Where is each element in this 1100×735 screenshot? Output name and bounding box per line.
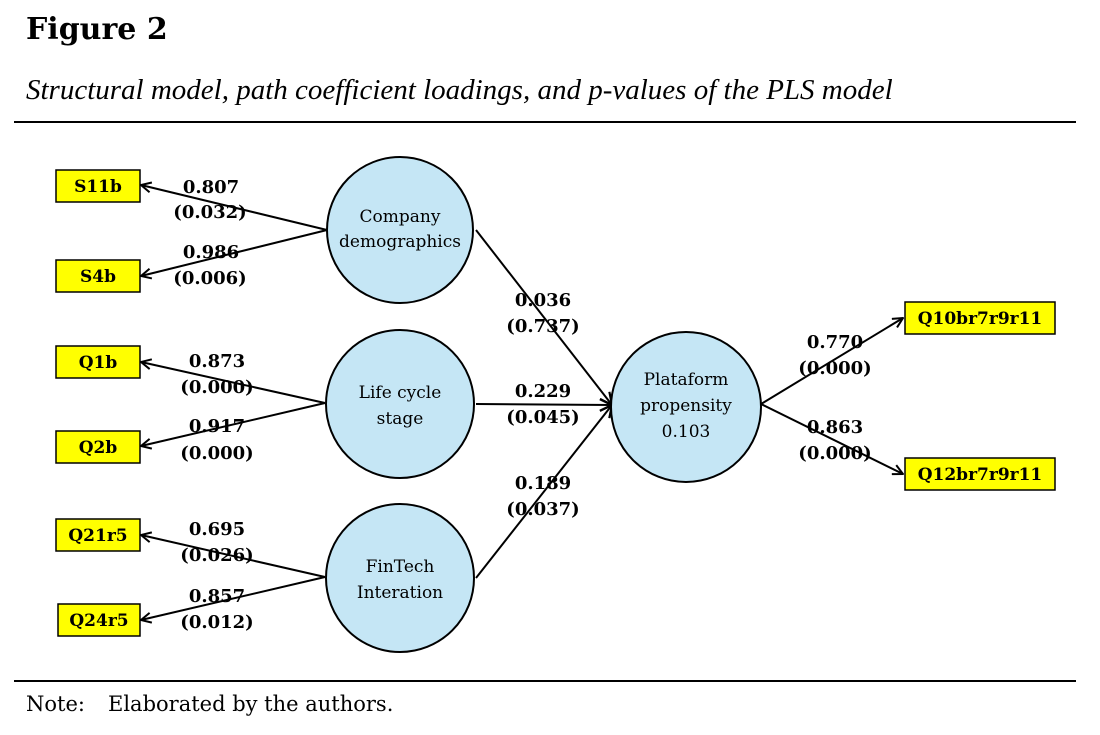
latent-fintech-label-1: FinTech xyxy=(366,557,435,577)
path-fintech-platform xyxy=(475,405,612,579)
latent-platform-propensity xyxy=(610,331,762,483)
path-fintech-value: 0.189 xyxy=(515,473,571,494)
note-text: Elaborated by the authors. xyxy=(108,692,394,716)
loading-s11b-pvalue: (0.032) xyxy=(173,202,246,223)
latent-platform-r2: 0.103 xyxy=(662,422,711,442)
indicator-q1b-box xyxy=(55,345,141,379)
arrow-company-s4b xyxy=(141,229,328,276)
indicator-s11b-box xyxy=(55,169,141,203)
loading-s4b-value: 0.986 xyxy=(183,242,239,263)
loading-q2b-value: 0.917 xyxy=(189,416,245,437)
indicator-q2b: Q2b xyxy=(79,438,118,458)
loading-q10-pvalue: (0.000) xyxy=(798,358,871,379)
latent-company-demographics xyxy=(326,156,474,304)
latent-platform-label-1: Plataform xyxy=(644,370,729,390)
latent-fintech-interation xyxy=(325,503,475,653)
latent-platform-label-2: propensity xyxy=(640,396,732,416)
indicator-q24r5: Q24r5 xyxy=(69,611,128,631)
loading-q10-value: 0.770 xyxy=(807,332,863,353)
arrow-platform-q12 xyxy=(760,403,903,474)
arrow-lifecycle-q2b xyxy=(141,402,326,446)
indicator-q10-box xyxy=(904,301,1056,335)
path-company-value: 0.036 xyxy=(515,290,571,311)
loading-q21r5-value: 0.695 xyxy=(189,519,245,540)
path-company-platform xyxy=(475,229,612,405)
figure-note: Note: Elaborated by the authors. xyxy=(26,692,393,716)
path-fintech-pvalue: (0.037) xyxy=(506,499,579,520)
loading-q2b-pvalue: (0.000) xyxy=(180,443,253,464)
indicator-q24r5-box xyxy=(57,603,141,637)
latent-company-label-2: demographics xyxy=(339,232,461,252)
indicator-q1b: Q1b xyxy=(79,353,118,373)
path-company-pvalue: (0.737) xyxy=(506,316,579,337)
loading-q12-pvalue: (0.000) xyxy=(798,443,871,464)
loading-q21r5-pvalue: (0.026) xyxy=(180,545,253,566)
latent-lifecycle-label-2: stage xyxy=(377,409,424,429)
arrow-fintech-q21r5 xyxy=(141,535,326,578)
latent-company-label-1: Company xyxy=(360,207,441,227)
latent-fintech-label-2: Interation xyxy=(357,583,443,603)
arrow-fintech-q24r5 xyxy=(141,576,326,620)
arrow-lifecycle-q1b xyxy=(141,362,326,404)
loading-q1b-pvalue: (0.000) xyxy=(180,377,253,398)
indicator-s4b-box xyxy=(55,259,141,293)
arrow-platform-q10 xyxy=(760,318,903,405)
loading-q12-value: 0.863 xyxy=(807,417,863,438)
loading-s4b-pvalue: (0.006) xyxy=(173,268,246,289)
loading-q24r5-value: 0.857 xyxy=(189,586,245,607)
indicator-q10: Q10br7r9r11 xyxy=(918,309,1043,329)
latent-life-cycle-stage xyxy=(325,329,475,479)
loading-q1b-value: 0.873 xyxy=(189,351,245,372)
path-lifecycle-pvalue: (0.045) xyxy=(506,407,579,428)
note-label: Note: xyxy=(26,692,85,716)
loading-s11b-value: 0.807 xyxy=(183,177,239,198)
path-lifecycle-value: 0.229 xyxy=(515,381,571,402)
indicator-q21r5-box xyxy=(55,518,141,552)
latent-lifecycle-label-1: Life cycle xyxy=(359,383,442,403)
indicator-q2b-box xyxy=(55,430,141,464)
indicator-q12: Q12br7r9r11 xyxy=(918,465,1043,485)
bottom-rule xyxy=(14,680,1076,682)
loading-q24r5-pvalue: (0.012) xyxy=(180,612,253,633)
indicator-s4b: S4b xyxy=(80,267,116,287)
indicator-q21r5: Q21r5 xyxy=(68,526,127,546)
path-lifecycle-platform xyxy=(475,404,612,405)
indicator-s11b: S11b xyxy=(74,177,122,197)
figure-caption: Structural model, path coefficient loadi… xyxy=(26,74,893,106)
figure-label: Figure 2 xyxy=(26,12,168,47)
top-rule xyxy=(14,121,1076,123)
indicator-q12-box xyxy=(904,457,1056,491)
arrow-company-s11b xyxy=(141,185,328,231)
